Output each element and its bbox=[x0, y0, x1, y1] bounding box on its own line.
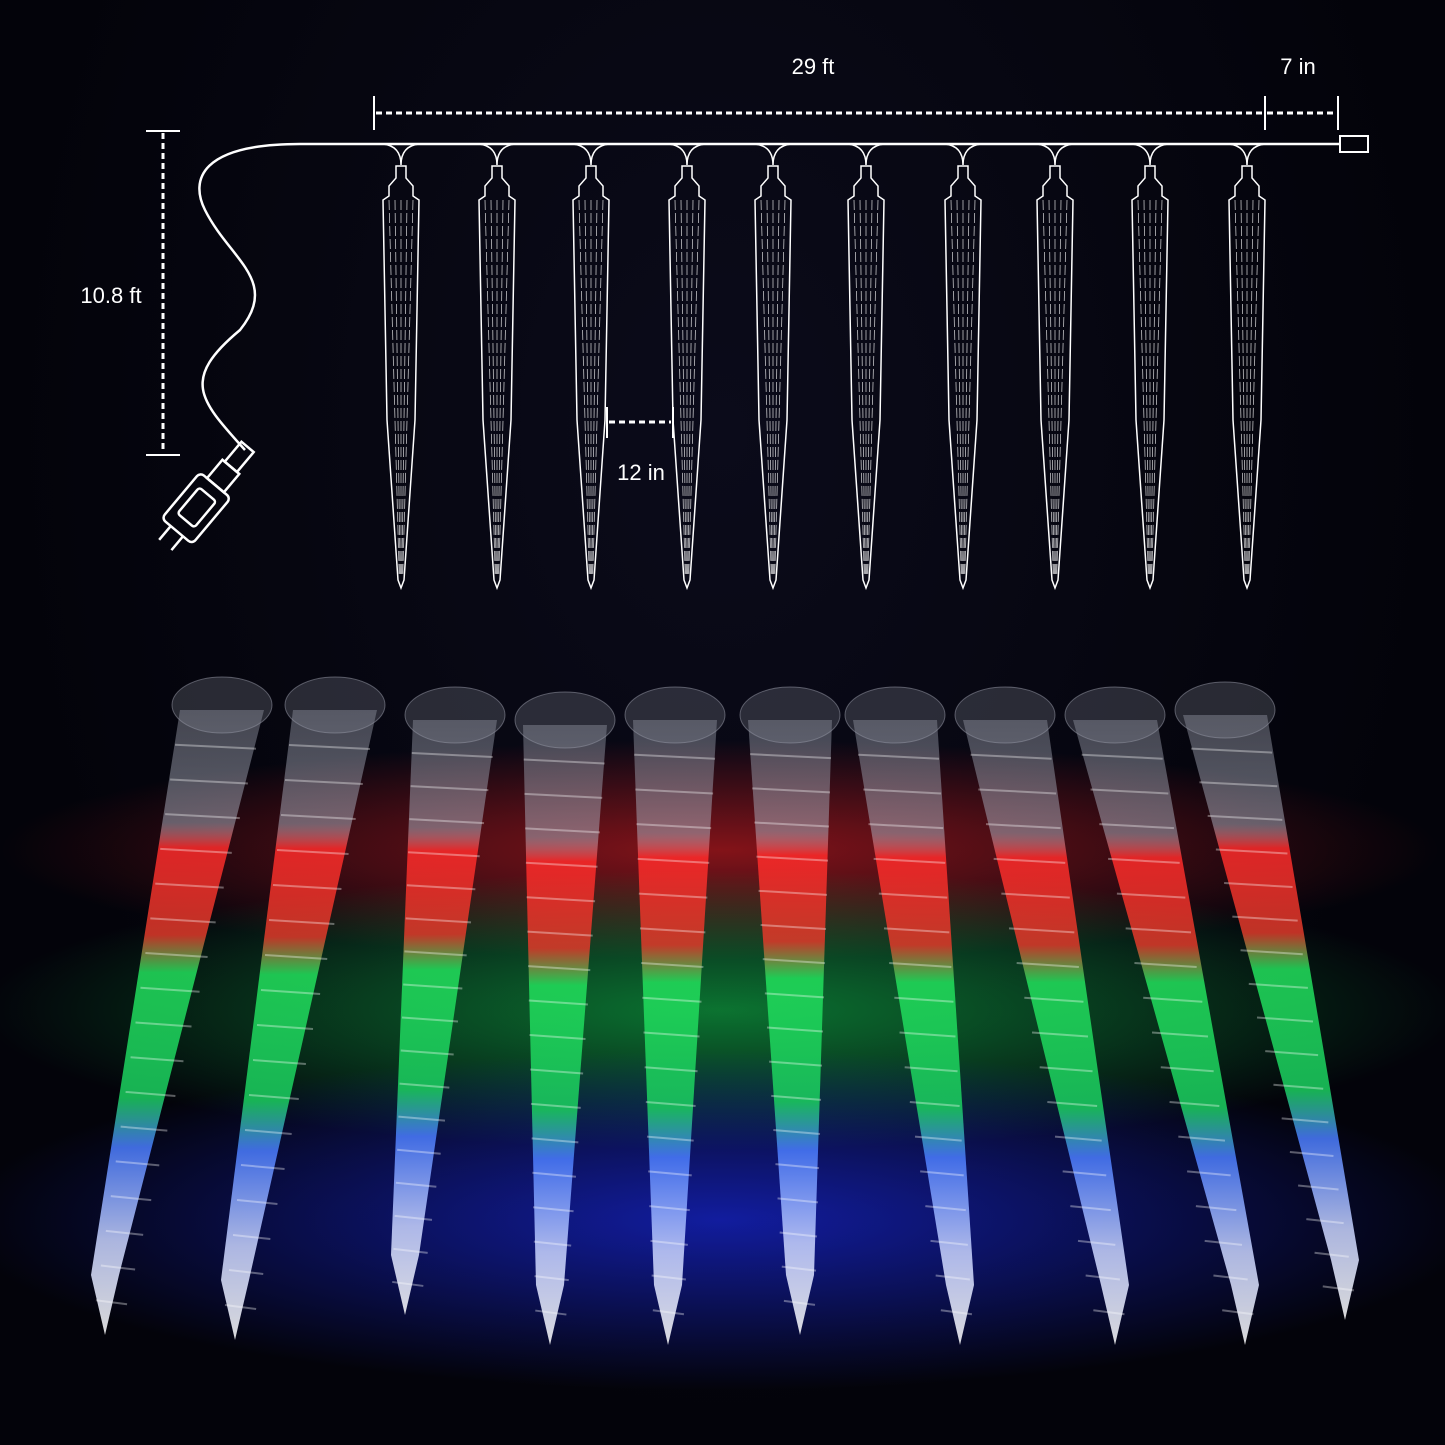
icicle-outline bbox=[382, 143, 420, 591]
dimension-diagram: 29 ft 7 in 10.8 ft 12 in bbox=[80, 54, 1369, 591]
icicle-outline bbox=[1131, 143, 1169, 591]
lit-icicle bbox=[514, 691, 616, 1345]
lit-icicle bbox=[91, 676, 273, 1335]
icicle-outline bbox=[668, 143, 706, 591]
length-label: 29 ft bbox=[792, 54, 835, 79]
icicle-outline bbox=[847, 143, 885, 591]
lit-icicle bbox=[391, 686, 506, 1315]
icicle-body bbox=[91, 710, 264, 1335]
icicle-outline bbox=[1036, 143, 1074, 591]
icicle-body bbox=[1073, 720, 1259, 1345]
lit-icicle bbox=[844, 686, 974, 1345]
main-wire bbox=[198, 142, 1340, 451]
cable-dimension bbox=[146, 130, 180, 456]
lit-icicle bbox=[739, 686, 841, 1335]
icicle-outline bbox=[572, 143, 610, 591]
icicle-body bbox=[853, 720, 974, 1345]
lit-icicle bbox=[221, 676, 386, 1340]
power-plug-icon bbox=[158, 440, 256, 551]
icicle-body bbox=[523, 725, 607, 1345]
end-lead-label: 7 in bbox=[1280, 54, 1315, 79]
icicle-outline bbox=[1228, 143, 1266, 591]
lit-icicle bbox=[1064, 686, 1259, 1345]
lit-icicle bbox=[624, 686, 726, 1345]
icicle-body bbox=[221, 710, 377, 1340]
icicle-body bbox=[1183, 715, 1359, 1320]
icicle-outline bbox=[754, 143, 792, 591]
icicle-body bbox=[963, 720, 1129, 1345]
lit-icicle bbox=[1174, 681, 1359, 1320]
icicle-outline bbox=[944, 143, 982, 591]
end-connector bbox=[1339, 135, 1369, 153]
icicle-body bbox=[391, 720, 497, 1315]
lit-icicle bbox=[954, 686, 1129, 1345]
length-dimension bbox=[373, 96, 1339, 130]
icicle-outline bbox=[478, 143, 516, 591]
spacing-label: 12 in bbox=[617, 460, 665, 485]
icicle-body bbox=[633, 720, 717, 1345]
icicle-body bbox=[748, 720, 832, 1335]
cable-length-label: 10.8 ft bbox=[80, 283, 141, 308]
